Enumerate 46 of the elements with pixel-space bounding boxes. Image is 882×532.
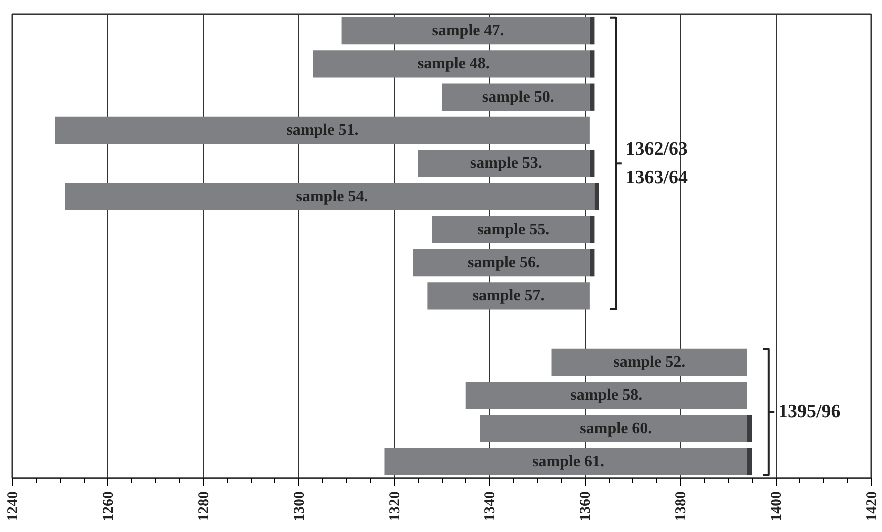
- annotation: 1395/96: [778, 402, 841, 423]
- bar: [428, 282, 590, 310]
- y-tick-label: sample 58.: [570, 387, 643, 404]
- bar: [413, 249, 590, 277]
- x-tick-label: 1340: [482, 492, 499, 522]
- bar: [747, 415, 752, 442]
- x-tick-label: 1260: [100, 492, 117, 522]
- bar: [590, 50, 595, 78]
- x-tick-label: 1420: [864, 492, 880, 522]
- y-tick-label: sample 50.: [482, 88, 554, 106]
- bar: [64, 183, 595, 210]
- y-tick-label: sample 60.: [580, 420, 652, 438]
- x-tick-label: 1240: [6, 492, 22, 522]
- y-tick-label: sample 57.: [472, 288, 545, 305]
- x-tick-label: 1360: [578, 492, 594, 522]
- bar: [590, 249, 595, 277]
- y-tick-label: sample 52.: [614, 354, 686, 371]
- bar: [55, 116, 590, 144]
- bar: [342, 17, 590, 45]
- x-tick-label: 1300: [292, 492, 308, 522]
- bar: [480, 415, 748, 442]
- y-tick-label: sample 48.: [418, 56, 490, 73]
- bar: [418, 150, 590, 178]
- bar: [590, 17, 595, 45]
- y-tick-label: sample 61.: [532, 453, 604, 470]
- x-tick-label: 1400: [769, 492, 786, 522]
- bar: [590, 150, 595, 178]
- bar: [313, 50, 590, 78]
- bar: [594, 183, 600, 210]
- x-tick-label: 1380: [674, 492, 690, 522]
- x-tick-label: 1280: [196, 492, 212, 522]
- y-tick-label: sample 51.: [286, 122, 359, 139]
- y-tick-label: sample 54.: [296, 188, 368, 206]
- bar: [552, 348, 748, 376]
- y-tick-label: sample 53.: [470, 155, 542, 172]
- x-tick-label: 1320: [387, 492, 404, 522]
- bar: [590, 84, 595, 111]
- bar: [442, 84, 590, 111]
- bar: [590, 216, 595, 244]
- bar: [432, 216, 590, 244]
- y-tick-label: sample 55.: [478, 221, 550, 238]
- bar: [466, 382, 748, 410]
- y-tick-label: sample 47.: [432, 22, 504, 40]
- bar: [384, 448, 748, 476]
- y-tick-label: sample 56.: [468, 254, 540, 272]
- bar: [747, 448, 752, 476]
